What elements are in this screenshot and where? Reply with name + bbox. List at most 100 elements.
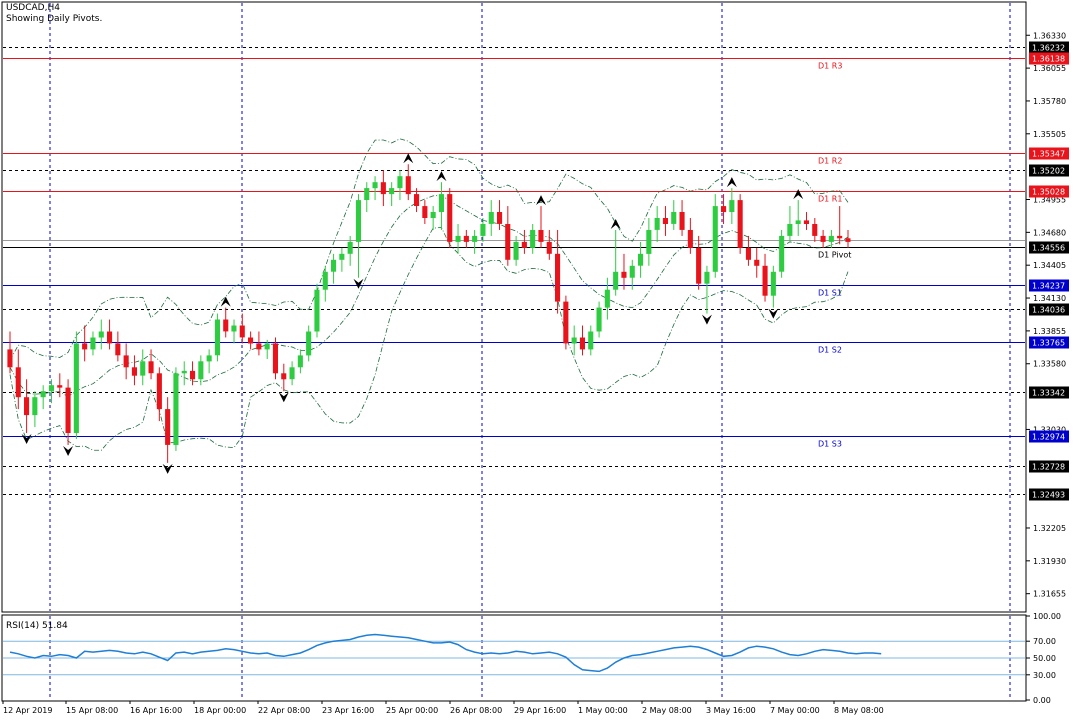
candle [256, 331, 262, 356]
price-tag [1029, 336, 1069, 349]
candle-body [414, 194, 420, 206]
candle-body [505, 224, 511, 260]
price-tag [1029, 41, 1069, 54]
fractal-up [536, 195, 547, 206]
candle [629, 259, 635, 290]
candle-body [812, 224, 818, 236]
candle-body [447, 194, 453, 242]
candle [339, 247, 345, 272]
price-tag-label: 1.35202 [1032, 167, 1065, 176]
candle [223, 307, 229, 338]
candle-body [563, 301, 569, 344]
candle [15, 349, 21, 410]
fractal-down [701, 314, 712, 325]
candle-body [712, 206, 718, 272]
lower-band [9, 226, 849, 451]
candle [513, 235, 519, 266]
candle-body [331, 259, 337, 272]
candle [198, 355, 204, 386]
candle [455, 223, 461, 254]
candle [538, 206, 544, 248]
candle [604, 277, 610, 320]
candle [380, 170, 386, 207]
fractal-down [162, 463, 173, 474]
candle-body [679, 212, 685, 230]
price-tag [1029, 241, 1069, 254]
candle-body [364, 188, 370, 200]
candle [90, 331, 96, 356]
candle [596, 301, 602, 338]
fractal-up [220, 296, 231, 307]
candle [438, 182, 444, 230]
candle-body [7, 349, 13, 368]
candle-body [73, 343, 79, 433]
pivot-label: D1 S3 [818, 440, 842, 449]
candle [364, 182, 370, 213]
candle [82, 325, 88, 362]
price-tag-label: 1.32728 [1032, 463, 1065, 472]
price-tag-label: 1.35028 [1032, 188, 1065, 197]
candle-body [347, 241, 353, 254]
candle-body [165, 409, 171, 445]
candle-body [621, 271, 627, 278]
candle-body [15, 367, 21, 398]
price-tag-label: 1.34556 [1032, 244, 1065, 253]
pivot-label: D1 S1 [818, 289, 842, 298]
candle [447, 188, 453, 248]
candle-body [745, 247, 751, 260]
pivot-label: D1 R3 [818, 62, 842, 71]
candle [638, 241, 644, 278]
time-tick-label: 22 Apr 08:00 [258, 706, 310, 715]
candle [306, 325, 312, 362]
candle-body [646, 230, 652, 254]
price-tick-label: 1.36330 [1033, 31, 1066, 40]
candle-body [190, 370, 196, 380]
price-tick-label: 1.34955 [1033, 195, 1066, 204]
candle [148, 349, 154, 380]
price-tick-label: 1.35505 [1033, 130, 1066, 139]
candle-body [488, 212, 494, 224]
price-tick-label: 1.34405 [1033, 261, 1066, 270]
candle-body [65, 387, 71, 433]
candle [579, 325, 585, 356]
candle-body [803, 220, 809, 224]
candle [754, 247, 760, 278]
pivot-label: D1 Pivot [818, 251, 851, 260]
candle-body [314, 289, 320, 332]
candle-body [231, 325, 237, 332]
price-tick-label: 1.36055 [1033, 64, 1066, 73]
fractal-up [610, 218, 621, 229]
candle-body [654, 218, 660, 230]
candle [322, 265, 328, 302]
price-tag-label: 1.32974 [1032, 433, 1065, 442]
candle-body [837, 235, 843, 239]
candle-body [762, 265, 768, 296]
candle-body [671, 212, 677, 224]
symbol-title: USDCAD,H4 [6, 3, 60, 13]
price-tick-label: 1.35780 [1033, 97, 1066, 106]
fractal-up [726, 177, 737, 188]
candle-body [795, 220, 801, 224]
candle [787, 206, 793, 242]
time-tick-label: 1 May 00:00 [578, 706, 628, 715]
chart-header: USDCAD,H4 Showing Daily Pivots. [6, 3, 102, 25]
candle [123, 343, 129, 380]
price-tag [1029, 488, 1069, 501]
fractal-up [436, 171, 447, 182]
candle [621, 253, 627, 290]
time-tick-label: 12 Apr 2019 [3, 706, 52, 715]
candle-body [123, 355, 129, 368]
price-tag-label: 1.33765 [1032, 339, 1065, 348]
candle [488, 200, 494, 236]
candle-body [845, 238, 851, 242]
candle [414, 188, 420, 213]
price-tag [1029, 460, 1069, 473]
price-tag [1029, 147, 1069, 160]
price-tick-label: 1.34130 [1033, 294, 1066, 303]
candle-body [538, 230, 544, 242]
fractal-down [353, 278, 364, 289]
rsi-tick-label: 70.00 [1033, 637, 1056, 646]
fractal-down [21, 434, 32, 445]
candle [32, 391, 38, 428]
